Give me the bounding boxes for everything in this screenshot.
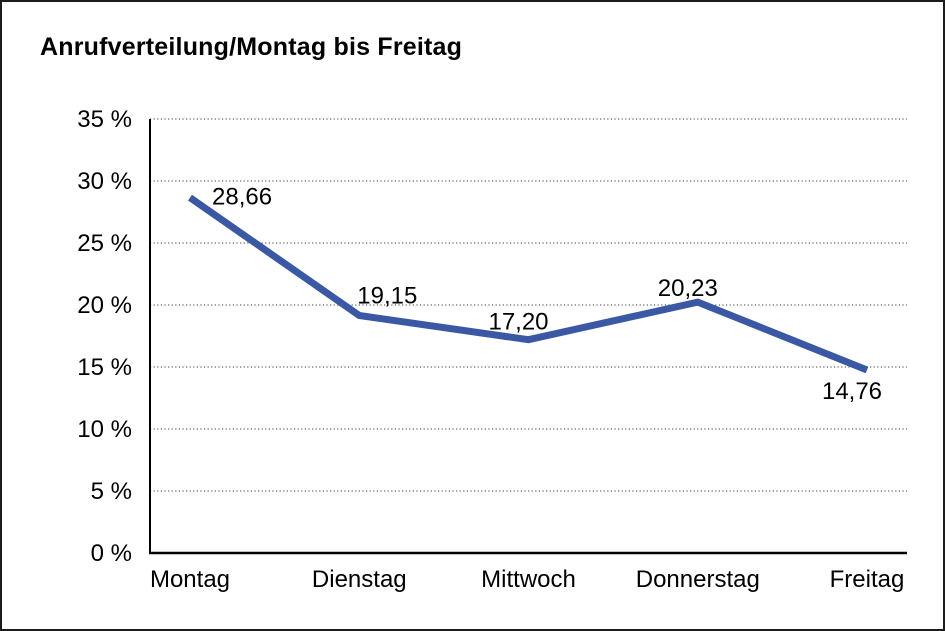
x-tick-label: Dienstag <box>312 566 407 593</box>
y-tick-label: 35 % <box>77 106 132 133</box>
x-tick-label: Mittwoch <box>481 566 576 593</box>
y-tick-label: 0 % <box>91 540 132 567</box>
data-point-label: 28,66 <box>212 184 272 211</box>
data-point-label: 17,20 <box>488 309 548 336</box>
chart-title: Anrufverteilung/Montag bis Freitag <box>40 33 463 61</box>
x-tick-label: Donnerstag <box>636 566 760 593</box>
x-tick-label: Montag <box>150 566 230 593</box>
y-tick-label: 15 % <box>77 354 132 381</box>
data-point-label: 14,76 <box>822 378 882 405</box>
data-series-line <box>187 194 869 374</box>
y-tick-label: 20 % <box>77 292 132 319</box>
y-tick-label: 10 % <box>77 416 132 443</box>
y-tick-label: 5 % <box>91 478 132 505</box>
data-point-label: 20,23 <box>658 275 718 302</box>
y-tick-label: 30 % <box>77 168 132 195</box>
y-tick-label: 25 % <box>77 230 132 257</box>
x-tick-label: Freitag <box>830 566 905 593</box>
data-point-label: 19,15 <box>357 283 417 310</box>
